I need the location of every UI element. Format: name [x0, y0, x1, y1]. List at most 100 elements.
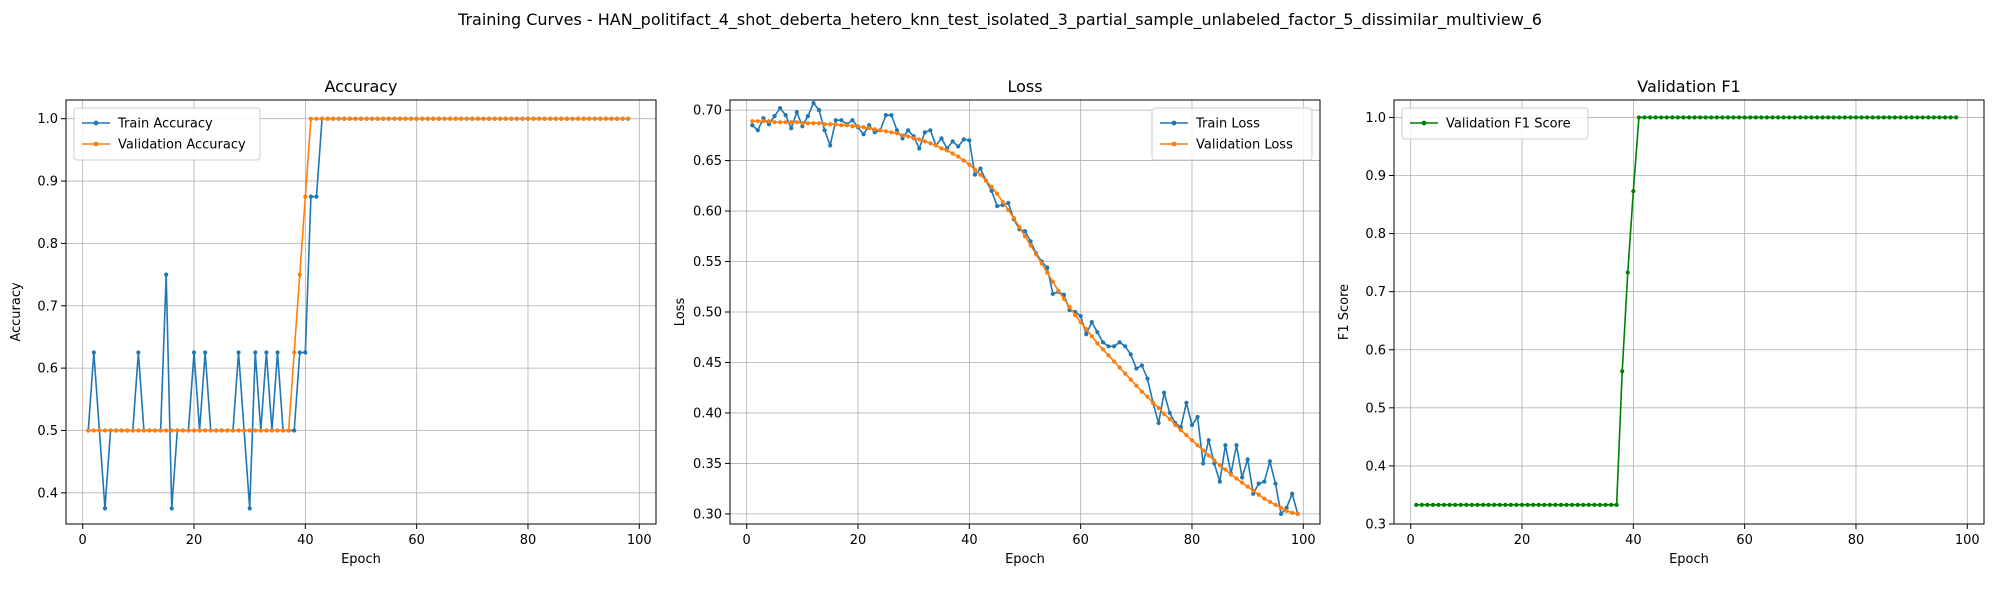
data-point: [777, 105, 783, 111]
legend: Train Loss Validation Loss: [1151, 107, 1313, 161]
data-point: [258, 428, 263, 433]
data-point: [1123, 344, 1128, 349]
chart-panel-2: 0 20 40 60 80 100 0.30 0.35 0.40 0.45 0.50 0.55 0.60…: [673, 77, 1321, 567]
data-point: [1006, 200, 1011, 206]
data-point: [1084, 327, 1089, 332]
data-point: [750, 123, 755, 128]
data-point: [475, 116, 480, 121]
y-tick-label: 0.8: [37, 237, 58, 252]
x-tick-label: 100: [1955, 533, 1980, 548]
data-point: [816, 121, 822, 126]
data-point: [186, 428, 191, 433]
y-axis-label: F1 Score: [1337, 284, 1352, 340]
data-point: [1061, 292, 1067, 297]
data-point: [236, 428, 241, 433]
legend-entry-label: Validation F1 Score: [1446, 117, 1571, 132]
data-point: [147, 428, 152, 433]
data-point: [1072, 312, 1078, 318]
data-point: [1519, 502, 1525, 507]
data-point: [1942, 115, 1948, 120]
data-point: [125, 428, 130, 433]
data-point: [113, 428, 119, 433]
chart-title: Validation F1: [1637, 77, 1740, 96]
data-point: [1809, 115, 1814, 120]
data-point: [1480, 502, 1486, 507]
data-point: [1909, 115, 1914, 120]
data-point: [1184, 433, 1189, 438]
data-point: [420, 116, 425, 121]
data-point: [944, 148, 950, 153]
data-point: [1262, 496, 1267, 501]
data-point: [292, 428, 297, 433]
legend-entry-label: Validation Accuracy: [118, 138, 246, 153]
data-point: [816, 108, 822, 113]
data-point: [1162, 411, 1167, 417]
data-point: [1139, 389, 1144, 394]
data-point: [1620, 369, 1625, 374]
data-point: [1881, 115, 1886, 120]
data-point: [1256, 481, 1261, 486]
data-point: [1045, 265, 1050, 270]
data-point: [1703, 115, 1708, 120]
data-point: [509, 116, 514, 121]
y-tick-label: 0.6: [1365, 343, 1386, 358]
data-point: [766, 122, 772, 127]
data-point: [1245, 457, 1250, 462]
data-point: [755, 128, 760, 133]
data-point: [1453, 502, 1458, 507]
y-tick-label: 0.6: [37, 362, 58, 377]
data-point: [978, 166, 983, 171]
data-point: [280, 428, 286, 433]
data-point: [1531, 502, 1536, 507]
data-point: [1698, 115, 1703, 120]
data-point: [761, 116, 766, 121]
data-point: [1117, 365, 1122, 370]
data-point: [1419, 502, 1424, 507]
data-point: [1039, 261, 1044, 266]
y-tick-label: 0.9: [37, 175, 58, 190]
data-point: [972, 167, 978, 172]
data-point: [1273, 481, 1278, 486]
series-validation-loss: [750, 119, 1300, 516]
data-point: [1223, 443, 1228, 448]
data-point: [403, 116, 408, 121]
y-tick-label: 0.50: [693, 306, 722, 321]
y-tick-label: 0.35: [693, 457, 722, 472]
data-point: [1089, 334, 1094, 339]
data-point: [1564, 502, 1569, 507]
data-point: [772, 120, 777, 125]
data-point: [358, 116, 364, 121]
data-point: [811, 121, 816, 126]
data-point: [1050, 291, 1055, 296]
data-point: [559, 116, 564, 121]
data-point: [839, 118, 844, 123]
data-point: [1414, 502, 1419, 507]
data-point: [789, 126, 794, 131]
data-point: [1614, 502, 1619, 507]
data-point: [1831, 115, 1836, 120]
data-point: [620, 116, 625, 121]
data-point: [253, 428, 258, 433]
x-axis-label: Epoch: [1669, 552, 1709, 567]
data-point: [292, 350, 297, 355]
data-point: [1781, 115, 1786, 120]
data-point: [1162, 390, 1167, 395]
data-point: [922, 130, 927, 135]
data-point: [464, 116, 469, 121]
data-point: [1486, 502, 1491, 507]
data-point: [253, 350, 258, 355]
data-point: [598, 116, 603, 121]
data-point: [1954, 115, 1959, 120]
y-tick-label: 0.5: [1365, 401, 1386, 416]
data-point: [303, 194, 308, 199]
data-point: [97, 428, 102, 433]
data-point: [442, 116, 447, 121]
data-point: [592, 116, 597, 121]
data-point: [872, 130, 877, 135]
data-point: [158, 428, 163, 433]
data-point: [1201, 461, 1206, 466]
data-point: [342, 116, 347, 121]
data-point: [950, 139, 955, 144]
data-point: [453, 116, 458, 121]
data-point: [1106, 353, 1111, 358]
